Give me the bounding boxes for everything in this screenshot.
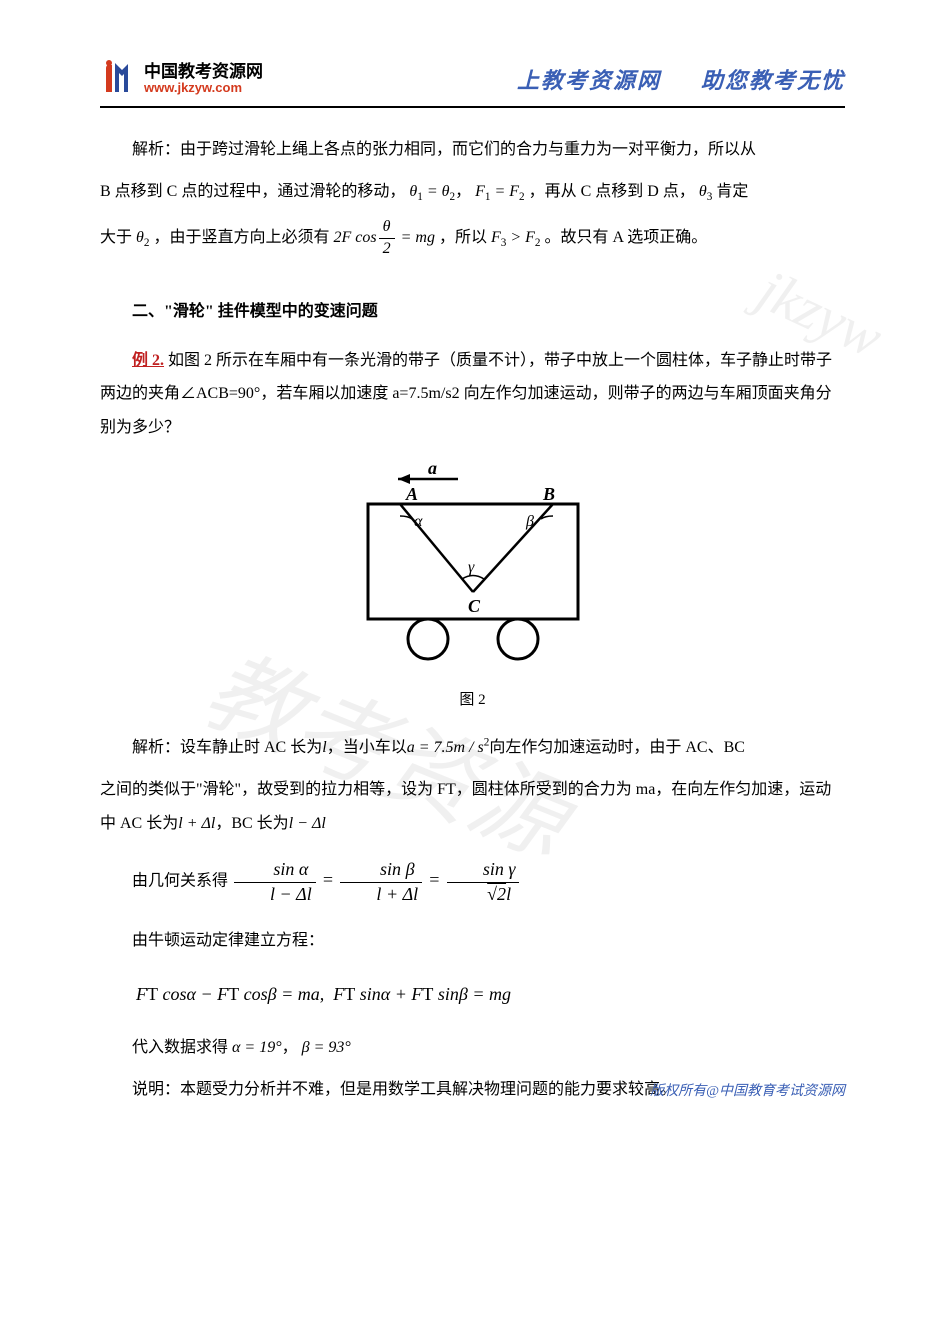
result-line: 代入数据求得 α = 19°， β = 93°: [100, 1031, 845, 1065]
sub-T: T: [446, 781, 456, 798]
math-vert-eq: 2F cosθ2 = mg: [333, 229, 434, 246]
math-theta3: θ3: [699, 183, 712, 200]
math-f-eq: F1 = F2: [475, 183, 525, 200]
text: 代入数据求得: [132, 1039, 228, 1056]
newton-text: 由牛顿运动定律建立方程：: [100, 924, 845, 958]
analysis2-para-cont: 之间的类似于"滑轮"，故受到的拉力相等，设为 FT，圆柱体所受到的合力为 ma，…: [100, 773, 845, 840]
logo-icon: [100, 60, 138, 98]
text: 。故只有 A 选项正确。: [545, 229, 708, 246]
analysis-para1-line1: 解析：由于跨过滑轮上绳上各点的张力相同，而它们的合力与重力为一对平衡力，所以从: [100, 133, 845, 167]
text: 解析：设车静止时 AC 长为: [132, 739, 322, 756]
text: ，再从 C 点移到 D 点，: [529, 183, 695, 200]
math-l-plus: l + Δl: [178, 815, 215, 832]
text: ，由于竖直方向上必须有: [153, 229, 329, 246]
slogan-right: 助您教考无忧: [701, 68, 845, 93]
math-alpha-val: α = 19°: [232, 1039, 282, 1056]
math-theta-eq: θ1 = θ2: [409, 183, 455, 200]
figure2-block: a A B α β γ C: [100, 464, 845, 716]
text: 由几何关系得: [132, 873, 228, 890]
page-header: 中国教考资源网 www.jkzyw.com 上教考资源网 助您教考无忧: [100, 60, 845, 108]
text: B 点移到 C 点的过程中，通过滑轮的移动，: [100, 183, 405, 200]
math-l-minus: l − Δl: [289, 815, 326, 832]
text: 大于: [100, 229, 132, 246]
text: ，所以: [439, 229, 487, 246]
fig-angle-gamma: γ: [468, 559, 475, 576]
slogan-left: 上教考资源网: [517, 68, 661, 93]
page-container: jkzyw 教考资源 中国教考资源网 www.jkzyw.com 上教考资源网助…: [0, 0, 945, 1155]
text: ，BC 长为: [215, 815, 288, 832]
fig-label-A: A: [405, 484, 418, 504]
fig-label-B: B: [542, 484, 555, 504]
section2-title: 二、"滑轮" 挂件模型中的变速问题: [100, 295, 845, 329]
superscript-2: 2: [452, 385, 460, 402]
text: ，当小车以: [327, 739, 407, 756]
math-theta2: θ2: [136, 229, 149, 246]
figure2-svg: a A B α β γ C: [328, 464, 618, 664]
text: 向左作匀加速运动时，由于 AC、BC: [489, 739, 745, 756]
logo-block: 中国教考资源网 www.jkzyw.com: [100, 60, 263, 98]
logo-url: www.jkzyw.com: [144, 81, 263, 95]
fig-label-C: C: [468, 596, 481, 616]
analysis-para1-line3: 大于 θ2 ，由于竖直方向上必须有 2F cosθ2 = mg ，所以 F3 >…: [100, 217, 845, 260]
text: 之间的类似于"滑轮"，故受到的拉力相等，设为 F: [100, 781, 446, 798]
newton-equation: FT cosα − FT cosβ = ma, FT sinα + FT sin…: [100, 976, 845, 1014]
analysis-para1-line2: B 点移到 C 点的过程中，通过滑轮的移动， θ1 = θ2， F1 = F2 …: [100, 175, 845, 210]
analysis2-para: 解析：设车静止时 AC 长为l，当小车以a = 7.5m / s2向左作匀加速运…: [100, 731, 845, 765]
text: 肯定: [716, 183, 748, 200]
math-beta-val: β = 93°: [302, 1039, 351, 1056]
geometry-equation: 由几何关系得 sin αl − Δl = sin βl + Δl = sin γ…: [100, 858, 845, 906]
fig-angle-alpha: α: [414, 513, 423, 530]
example2-para: 例 2. 如图 2 所示在车厢中有一条光滑的带子（质量不计），带子中放上一个圆柱…: [100, 344, 845, 445]
figure2-caption: 图 2: [100, 685, 845, 717]
logo-text: 中国教考资源网 www.jkzyw.com: [144, 63, 263, 96]
header-slogan: 上教考资源网 助您教考无忧: [517, 63, 845, 95]
example2-label: 例 2.: [132, 352, 164, 369]
fig-angle-beta: β: [525, 513, 534, 530]
logo-title: 中国教考资源网: [144, 63, 263, 82]
footer-copyright: 版权所有@中国教育考试资源网: [650, 1080, 845, 1100]
math-f3-gt-f2: F3 > F2: [491, 229, 541, 246]
fig-label-a: a: [428, 464, 437, 478]
content-body: 解析：由于跨过滑轮上绳上各点的张力相同，而它们的合力与重力为一对平衡力，所以从 …: [100, 133, 845, 1107]
math-a-val: a = 7.5m / s2: [407, 739, 490, 756]
